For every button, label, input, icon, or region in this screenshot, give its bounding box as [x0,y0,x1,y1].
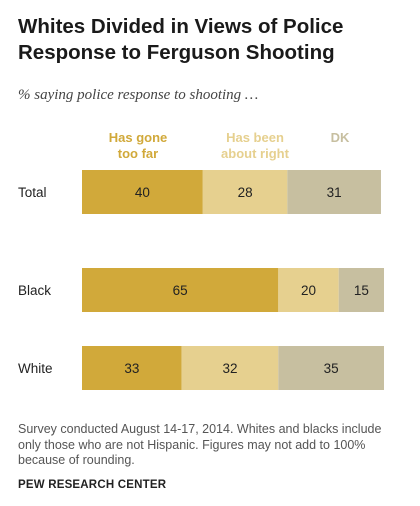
source-label: PEW RESEARCH CENTER [18,479,167,491]
data-label-white-series-0: 33 [124,361,139,376]
legend-dk: DK [315,130,365,146]
bar-total-series-2 [287,170,381,214]
bar-black-series-1 [278,268,339,312]
data-label-white-series-1: 32 [222,361,237,376]
category-label-white: White [18,361,53,376]
data-label-black-series-0: 65 [173,283,188,298]
data-label-total-series-0: 40 [135,185,150,200]
category-label-black: Black [18,283,51,298]
legend-label-line: Has gone [108,130,168,145]
note-line: Survey conducted August 14-17, 2014. Whi… [18,422,382,436]
data-label-black-series-2: 15 [354,283,369,298]
legend-label-line: about right [221,146,289,161]
legend-label-line: DK [330,130,350,145]
legend-has-gone-too-far: Has gone too far [88,130,188,162]
category-label-total: Total [18,185,47,200]
bar-black-series-0 [82,268,279,312]
bar-white-series-0 [82,346,182,390]
survey-note: Survey conducted August 14-17, 2014. Whi… [18,422,410,469]
legend-has-been-about-right: Has been about right [200,130,310,162]
data-label-total-series-1: 28 [238,185,253,200]
stacked-bar-chart: Total 40 28 31 Black 65 20 15 White 33 32 35 [18,170,384,390]
title-line-1: Whites Divided in Views of Police [18,15,344,38]
bar-total-series-0 [82,170,203,214]
note-line: only those who are not Hispanic. Figures… [18,437,366,452]
chart-title: Whites Divided in Views of Police Respon… [18,14,408,66]
title-line-2: Response to Ferguson Shooting [18,41,335,64]
data-label-total-series-2: 31 [327,185,342,200]
bar-white-series-2 [278,346,384,390]
bar-white-series-1 [181,346,279,390]
data-label-black-series-1: 20 [301,283,316,298]
chart-subtitle: % saying police response to shooting … [18,87,259,103]
legend-label-line: Has been [226,130,284,145]
bar-black-series-2 [338,268,384,312]
bar-total-series-1 [202,170,288,214]
data-label-white-series-2: 35 [324,361,339,376]
legend-label-line: too far [117,146,159,161]
note-line: because of rounding. [18,453,135,467]
